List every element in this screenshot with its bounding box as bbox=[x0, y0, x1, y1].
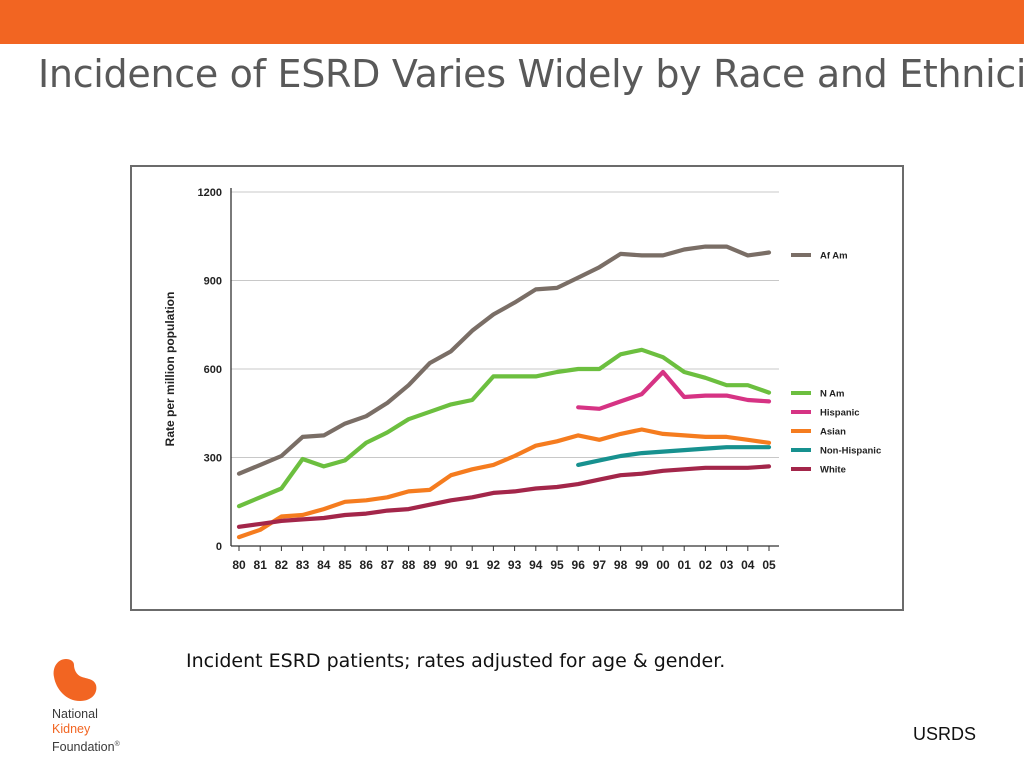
x-tick-label: 93 bbox=[508, 558, 522, 572]
y-axis-label: Rate per million population bbox=[163, 292, 177, 447]
x-tick-label: 80 bbox=[232, 558, 246, 572]
x-tick-label: 02 bbox=[699, 558, 713, 572]
slide-title: Incidence of ESRD Varies Widely by Race … bbox=[38, 52, 1024, 96]
logo-registered-mark: ® bbox=[114, 741, 120, 748]
x-tick-label: 98 bbox=[614, 558, 628, 572]
logo-line-national: National bbox=[52, 707, 98, 721]
y-tick-label: 1200 bbox=[198, 187, 222, 199]
x-tick-label: 83 bbox=[296, 558, 310, 572]
x-tick-label: 96 bbox=[572, 558, 586, 572]
x-tick-label: 87 bbox=[381, 558, 395, 572]
legend-label-asian: Asian bbox=[820, 427, 846, 438]
x-tick-label: 84 bbox=[317, 558, 331, 572]
legend-label-n-am: N Am bbox=[820, 389, 844, 400]
series-line-non-hispanic bbox=[576, 445, 772, 467]
logo-line-kidney: Kidney bbox=[52, 722, 91, 736]
series-line-hispanic bbox=[576, 369, 772, 411]
header-bar bbox=[0, 0, 1024, 44]
series-line-n-am bbox=[236, 347, 772, 509]
x-tick-label: 95 bbox=[550, 558, 564, 572]
series-line-white bbox=[236, 464, 772, 529]
x-tick-label: 86 bbox=[360, 558, 374, 572]
legend-label-non-hispanic: Non-Hispanic bbox=[820, 446, 881, 457]
chart-caption: Incident ESRD patients; rates adjusted f… bbox=[186, 650, 726, 672]
x-tick-label: 97 bbox=[593, 558, 607, 572]
x-tick-label: 90 bbox=[444, 558, 458, 572]
x-tick-label: 88 bbox=[402, 558, 416, 572]
x-tick-label: 81 bbox=[254, 558, 268, 572]
x-tick-label: 01 bbox=[678, 558, 692, 572]
y-tick-label: 0 bbox=[216, 541, 222, 553]
series-line-asian bbox=[236, 427, 772, 540]
legend-label-hispanic: Hispanic bbox=[820, 408, 860, 419]
legend-label-af-am: Af Am bbox=[820, 251, 848, 262]
x-tick-label: 82 bbox=[275, 558, 289, 572]
x-tick-label: 89 bbox=[423, 558, 437, 572]
logo-line-foundation: Foundation bbox=[52, 740, 115, 755]
source-label: USRDS bbox=[912, 724, 976, 744]
nkf-logo: National Kidney Foundation® bbox=[52, 657, 142, 757]
kidney-icon bbox=[53, 659, 97, 701]
x-tick-label: 94 bbox=[529, 558, 543, 572]
x-tick-label: 03 bbox=[720, 558, 734, 572]
x-tick-label: 05 bbox=[762, 558, 776, 572]
x-tick-label: 99 bbox=[635, 558, 649, 572]
x-tick-label: 91 bbox=[466, 558, 480, 572]
y-tick-label: 600 bbox=[204, 364, 222, 376]
chart-frame: 0 300 600 900 1200 80 81 82 83 84 85 86 87 88 89 90 91 92… bbox=[130, 165, 904, 611]
legend-label-white: White bbox=[820, 465, 846, 476]
y-tick-label: 300 bbox=[204, 453, 222, 465]
y-tick-label: 900 bbox=[204, 276, 222, 288]
series-line-af-am bbox=[236, 244, 772, 476]
x-tick-label: 92 bbox=[487, 558, 501, 572]
x-tick-label: 00 bbox=[656, 558, 670, 572]
x-tick-label: 04 bbox=[741, 558, 755, 572]
x-tick-label: 85 bbox=[338, 558, 352, 572]
